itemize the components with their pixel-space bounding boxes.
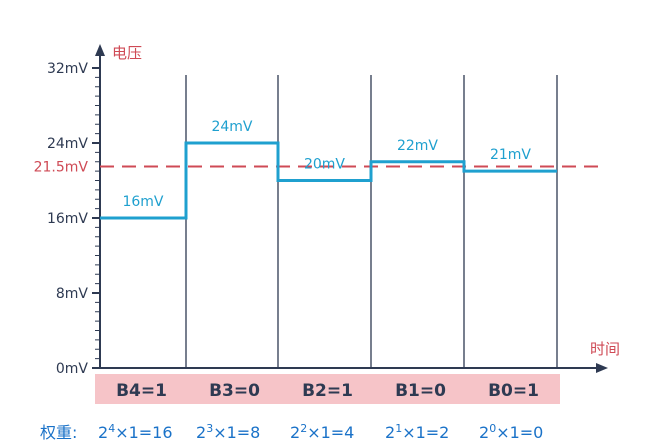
segment-value-label: 24mV	[211, 119, 252, 135]
weight-term-base: 2	[196, 423, 206, 442]
y-axis-title: 电压	[112, 44, 142, 62]
weight-term-exponent: 1	[395, 422, 402, 435]
weight-term-exponent: 3	[206, 422, 213, 435]
signal-step-line	[100, 141, 557, 220]
bit-band	[467, 374, 560, 404]
weight-term-rest: ×1=0	[496, 423, 543, 442]
y-tick-label: 24mV	[47, 136, 88, 152]
segment-value-label: 20mV	[304, 157, 345, 173]
y-tick-label: 32mV	[47, 61, 88, 77]
y-tick-label: 0mV	[56, 361, 89, 377]
weight-term-rest: ×1=16	[115, 423, 172, 442]
weight-term-rest: ×1=2	[402, 423, 449, 442]
x-axis-title: 时间	[590, 340, 620, 358]
bit-label: B0=1	[488, 381, 539, 401]
bit-label: B4=1	[116, 381, 167, 401]
weight-term-base: 2	[98, 423, 108, 442]
threshold-label: 21.5mV	[34, 159, 89, 175]
threshold-group: 21.5mV	[34, 159, 602, 175]
segment-dividers	[185, 75, 558, 368]
weights-prefix: 权重:	[40, 423, 77, 442]
bit-band	[95, 374, 188, 404]
weight-term-rest: ×1=4	[307, 423, 354, 442]
weight-term-base: 2	[385, 423, 395, 442]
y-axis-ticks: 0mV 8mV 16mV 24mV 32mV	[47, 61, 100, 377]
y-tick-label: 8mV	[56, 286, 89, 302]
weight-term-rest: ×1=8	[213, 423, 260, 442]
weight-term-base: 2	[479, 423, 489, 442]
weight-term-exponent: 4	[108, 422, 115, 435]
axes	[95, 44, 608, 373]
segment-value-label: 22mV	[397, 138, 438, 154]
bit-band	[188, 374, 281, 404]
weight-term-base: 2	[290, 423, 300, 442]
segment-value-label: 21mV	[490, 147, 531, 163]
segment-value-label: 16mV	[122, 194, 163, 210]
y-axis-arrow	[95, 44, 105, 56]
signal-group: 16mV 24mV 20mV 22mV 21mV	[100, 119, 557, 220]
bit-bands: B4=1 B3=0 B2=1 B1=0 B0=1	[95, 374, 560, 404]
bit-label: B2=1	[302, 381, 353, 401]
bit-label: B1=0	[395, 381, 446, 401]
bit-label: B3=0	[209, 381, 260, 401]
bit-band	[281, 374, 374, 404]
y-tick-label: 16mV	[47, 211, 88, 227]
x-axis-arrow	[596, 363, 608, 373]
weight-term-exponent: 2	[300, 422, 307, 435]
weights-line: 权重: 24×1=16 23×1=8 22×1=4 21×1=2 20×1=0	[40, 422, 543, 442]
bit-band	[374, 374, 467, 404]
weight-term-exponent: 0	[489, 422, 496, 435]
